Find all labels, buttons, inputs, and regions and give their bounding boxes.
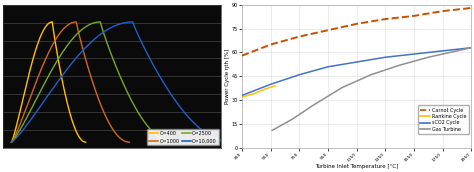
X-axis label: Turbine Inlet Temperature [°C]: Turbine Inlet Temperature [°C] bbox=[315, 164, 398, 169]
Y-axis label: Power Cycle ηth [%]: Power Cycle ηth [%] bbox=[225, 49, 230, 104]
Legend: C=400, C=1000, C=2500, C=10,000: C=400, C=1000, C=2500, C=10,000 bbox=[147, 129, 219, 146]
Legend: Carnot Cycle, Rankine Cycle, sCO2 Cycle, Gas Turbine: Carnot Cycle, Rankine Cycle, sCO2 Cycle,… bbox=[418, 105, 469, 134]
